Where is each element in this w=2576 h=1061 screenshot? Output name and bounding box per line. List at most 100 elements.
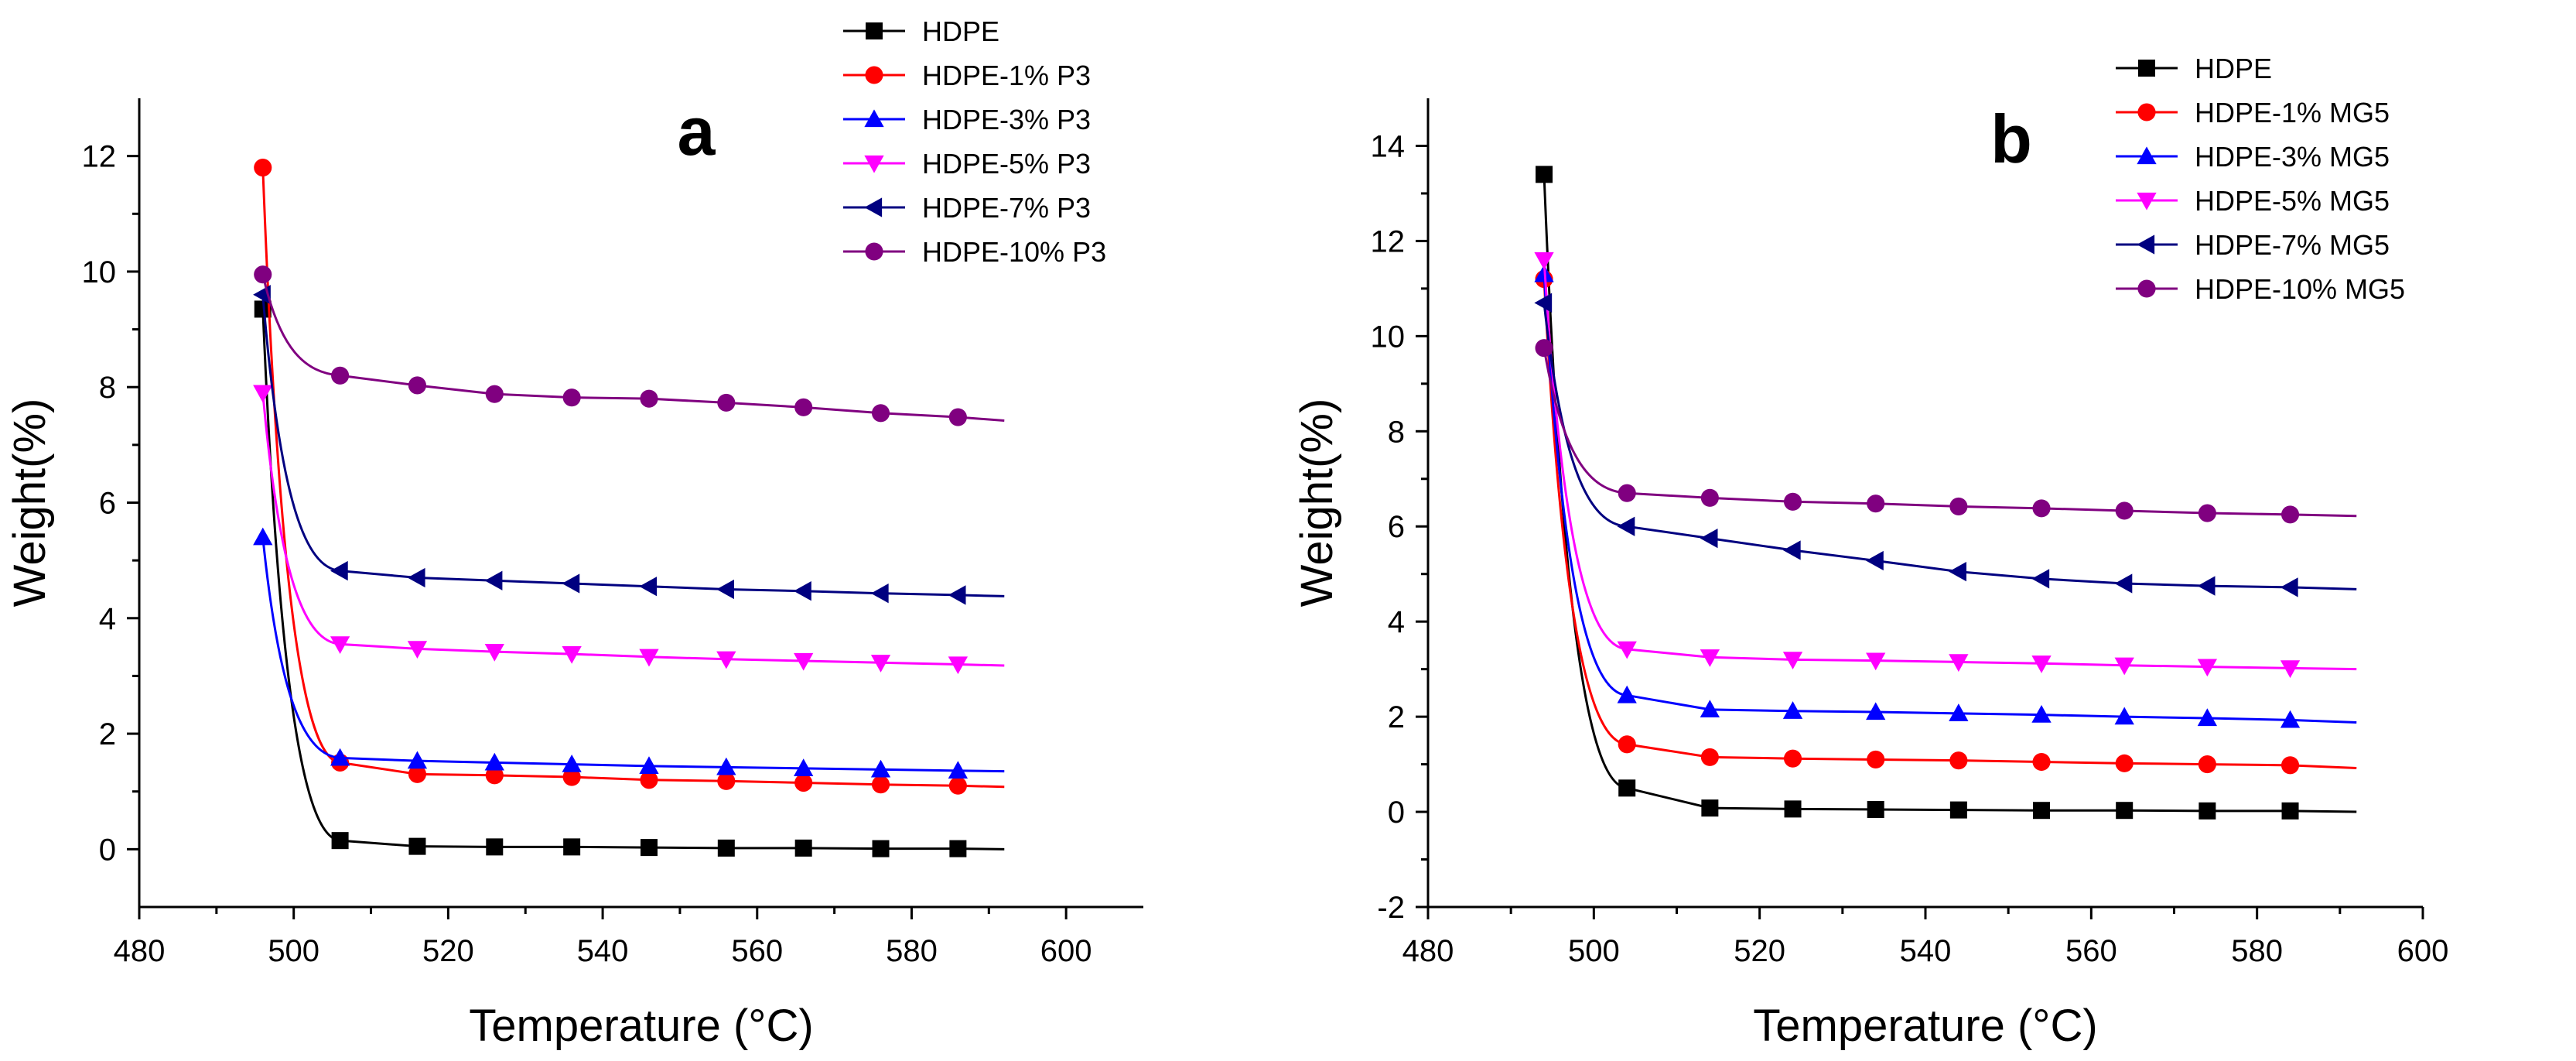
data-point bbox=[254, 159, 272, 177]
data-point bbox=[1618, 484, 1636, 502]
data-point bbox=[948, 776, 967, 795]
data-point bbox=[2116, 802, 2134, 820]
data-point bbox=[717, 393, 736, 412]
data-point bbox=[2280, 710, 2301, 728]
data-point bbox=[1867, 800, 1884, 818]
data-point bbox=[1534, 252, 1554, 270]
x-axis-title: Temperature (°C) bbox=[1753, 1001, 2097, 1051]
data-point bbox=[562, 388, 581, 407]
data-point bbox=[2280, 756, 2300, 775]
data-point bbox=[640, 839, 658, 857]
data-point bbox=[1949, 751, 1968, 770]
legend-label: HDPE-7% P3 bbox=[922, 192, 1091, 224]
y-axis-title: Weight(%) bbox=[5, 399, 55, 608]
data-point bbox=[948, 585, 966, 605]
data-point bbox=[1867, 495, 1885, 513]
data-point bbox=[1949, 654, 1969, 673]
panel-label: b bbox=[1990, 101, 2032, 177]
data-point bbox=[407, 641, 428, 659]
series-line bbox=[1543, 303, 2357, 590]
legend-marker bbox=[866, 22, 883, 39]
legend-label: HDPE bbox=[922, 15, 999, 47]
data-point bbox=[330, 636, 350, 655]
x-tick-label: 580 bbox=[886, 934, 938, 968]
data-point bbox=[2280, 660, 2301, 679]
data-point bbox=[1534, 293, 1553, 313]
legend-label: HDPE-3% MG5 bbox=[2195, 141, 2390, 173]
data-point bbox=[484, 752, 504, 771]
data-point bbox=[254, 300, 272, 318]
data-point bbox=[1536, 166, 1553, 183]
data-point bbox=[948, 656, 969, 675]
data-point bbox=[407, 567, 425, 588]
data-point bbox=[716, 651, 736, 669]
data-point bbox=[640, 389, 658, 408]
data-point bbox=[1700, 649, 1720, 667]
x-tick-label: 520 bbox=[422, 934, 474, 968]
data-point bbox=[948, 761, 969, 779]
panel-b-chart: 480 500 520 540 560 580 600 -2 0 2 4 6 8 10 12 14 Temper… bbox=[1292, 53, 2448, 1051]
legend-label: HDPE-10% MG5 bbox=[2195, 273, 2405, 305]
data-point bbox=[794, 652, 814, 671]
data-point bbox=[794, 839, 812, 857]
data-point bbox=[2280, 577, 2298, 597]
data-point bbox=[717, 839, 735, 857]
data-point bbox=[870, 759, 891, 778]
y-tick-label: 4 bbox=[1388, 605, 1405, 639]
data-point bbox=[1949, 703, 1969, 721]
legend-label: HDPE-7% MG5 bbox=[2195, 229, 2390, 261]
data-point bbox=[2031, 705, 2052, 723]
data-point bbox=[1949, 801, 1967, 819]
data-point bbox=[1700, 748, 1719, 766]
panel-label: a bbox=[678, 93, 716, 169]
data-point bbox=[794, 758, 814, 776]
data-point bbox=[408, 837, 426, 855]
data-point bbox=[2033, 802, 2051, 820]
data-point bbox=[254, 265, 272, 284]
x-tick-label: 520 bbox=[1734, 934, 1785, 968]
data-point bbox=[2198, 802, 2216, 820]
series-line bbox=[261, 392, 1005, 667]
data-point bbox=[1783, 749, 1802, 768]
data-point bbox=[2280, 505, 2300, 524]
data-point bbox=[484, 570, 503, 590]
y-tick-label: 12 bbox=[82, 140, 117, 174]
data-point bbox=[2281, 802, 2299, 820]
data-point bbox=[2197, 659, 2218, 677]
data-point bbox=[1618, 779, 1636, 797]
legend-marker bbox=[2138, 60, 2155, 77]
series-line bbox=[1543, 347, 2357, 518]
series-line bbox=[261, 274, 1005, 423]
data-point bbox=[331, 832, 349, 850]
y-tick-label: 10 bbox=[1371, 320, 1406, 354]
legend-label: HDPE-5% P3 bbox=[922, 148, 1091, 180]
legend-marker bbox=[865, 66, 883, 84]
series-line bbox=[1543, 174, 2357, 813]
data-point bbox=[486, 838, 504, 856]
data-point bbox=[1783, 492, 1802, 511]
y-tick-label: 0 bbox=[1388, 796, 1405, 830]
x-tick-label: 480 bbox=[1402, 934, 1454, 968]
data-point bbox=[485, 766, 504, 785]
data-point bbox=[407, 751, 428, 769]
legend-label: HDPE-10% P3 bbox=[922, 236, 1106, 268]
x-tick-label: 540 bbox=[1900, 934, 1952, 968]
data-point bbox=[1617, 641, 1637, 659]
data-point bbox=[2031, 655, 2052, 673]
data-point bbox=[948, 408, 967, 426]
data-point bbox=[639, 649, 659, 667]
data-point bbox=[1782, 701, 1803, 719]
series-line bbox=[261, 537, 1005, 773]
x-tick-label: 540 bbox=[577, 934, 629, 968]
data-point bbox=[1784, 800, 1802, 818]
y-tick-label: 12 bbox=[1371, 224, 1406, 258]
data-point bbox=[870, 655, 891, 673]
data-point bbox=[1782, 540, 1801, 560]
series-line bbox=[261, 294, 1005, 597]
y-tick-label: 6 bbox=[1388, 510, 1405, 544]
legend-marker bbox=[2137, 146, 2157, 165]
x-tick-label: 560 bbox=[731, 934, 783, 968]
data-point bbox=[2032, 499, 2051, 518]
data-point bbox=[1866, 652, 1886, 671]
data-point bbox=[717, 772, 736, 790]
